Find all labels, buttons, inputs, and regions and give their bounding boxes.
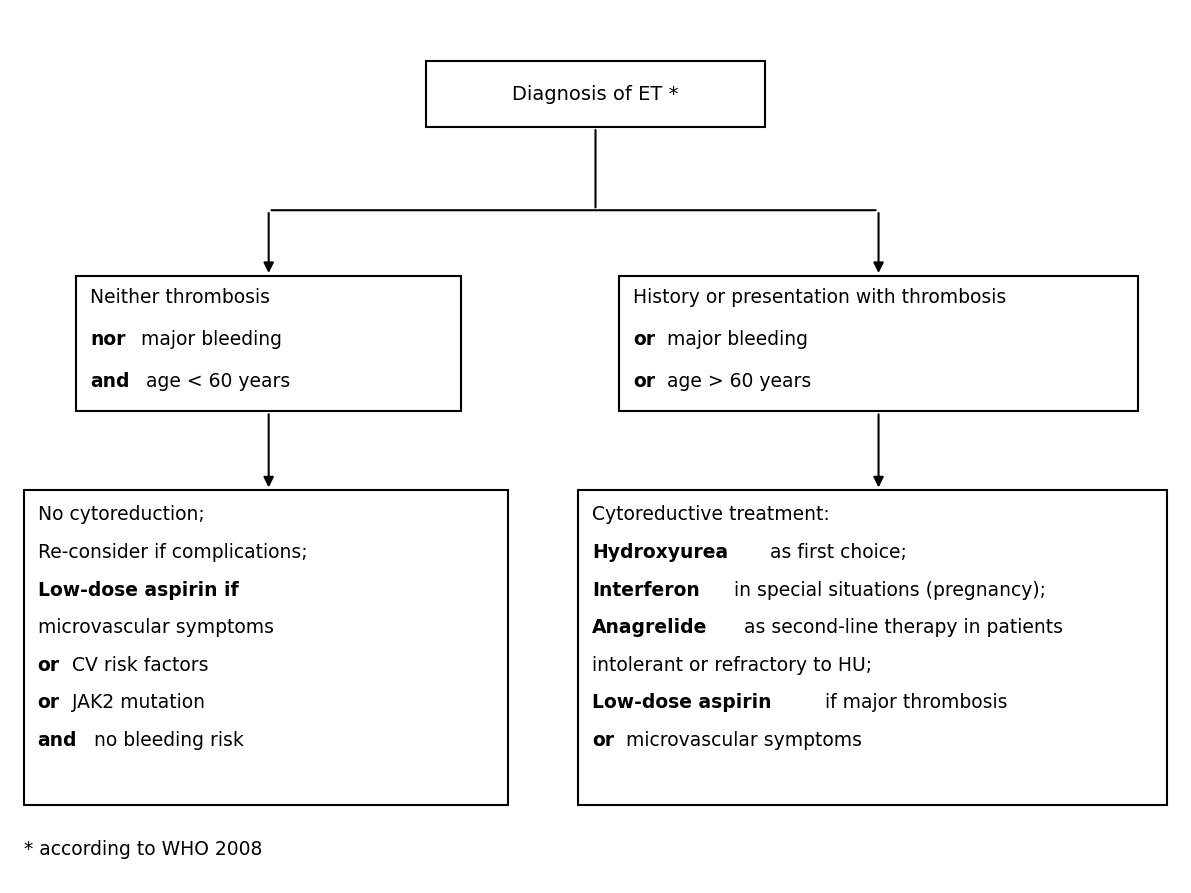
Text: major bleeding: major bleeding <box>135 330 282 349</box>
Text: microvascular symptoms: microvascular symptoms <box>621 731 862 750</box>
Text: Interferon: Interferon <box>592 580 700 599</box>
Text: or: or <box>38 694 60 713</box>
Text: major bleeding: major bleeding <box>661 330 807 349</box>
Text: Anagrelide: Anagrelide <box>592 618 707 637</box>
Text: Re-consider if complications;: Re-consider if complications; <box>38 543 307 562</box>
Text: age > 60 years: age > 60 years <box>661 372 811 391</box>
Text: and: and <box>91 372 130 391</box>
Text: as second-line therapy in patients: as second-line therapy in patients <box>738 618 1062 637</box>
Text: Hydroxyurea: Hydroxyurea <box>592 543 728 562</box>
Bar <box>426 62 765 127</box>
Text: or: or <box>632 372 655 391</box>
Text: or: or <box>592 731 615 750</box>
Bar <box>76 276 461 412</box>
Bar <box>578 490 1167 805</box>
Text: microvascular symptoms: microvascular symptoms <box>38 618 274 637</box>
Text: age < 60 years: age < 60 years <box>141 372 291 391</box>
Text: as first choice;: as first choice; <box>765 543 908 562</box>
Text: Cytoreductive treatment:: Cytoreductive treatment: <box>592 505 830 524</box>
Text: * according to WHO 2008: * according to WHO 2008 <box>24 839 262 858</box>
Text: No cytoreduction;: No cytoreduction; <box>38 505 205 524</box>
Text: History or presentation with thrombosis: History or presentation with thrombosis <box>632 288 1006 307</box>
Text: or: or <box>632 330 655 349</box>
Text: no bleeding risk: no bleeding risk <box>87 731 243 750</box>
Bar <box>24 490 507 805</box>
Text: nor: nor <box>91 330 125 349</box>
Text: CV risk factors: CV risk factors <box>66 655 208 675</box>
Text: if major thrombosis: if major thrombosis <box>819 694 1008 713</box>
Bar <box>619 276 1139 412</box>
Text: Neither thrombosis: Neither thrombosis <box>91 288 270 307</box>
Text: and: and <box>38 731 77 750</box>
Text: intolerant or refractory to HU;: intolerant or refractory to HU; <box>592 655 872 675</box>
Text: Low-dose aspirin: Low-dose aspirin <box>592 694 772 713</box>
Text: in special situations (pregnancy);: in special situations (pregnancy); <box>728 580 1046 599</box>
Text: Diagnosis of ET *: Diagnosis of ET * <box>512 85 679 104</box>
Text: or: or <box>38 655 60 675</box>
Text: Low-dose aspirin if: Low-dose aspirin if <box>38 580 238 599</box>
Text: JAK2 mutation: JAK2 mutation <box>66 694 205 713</box>
